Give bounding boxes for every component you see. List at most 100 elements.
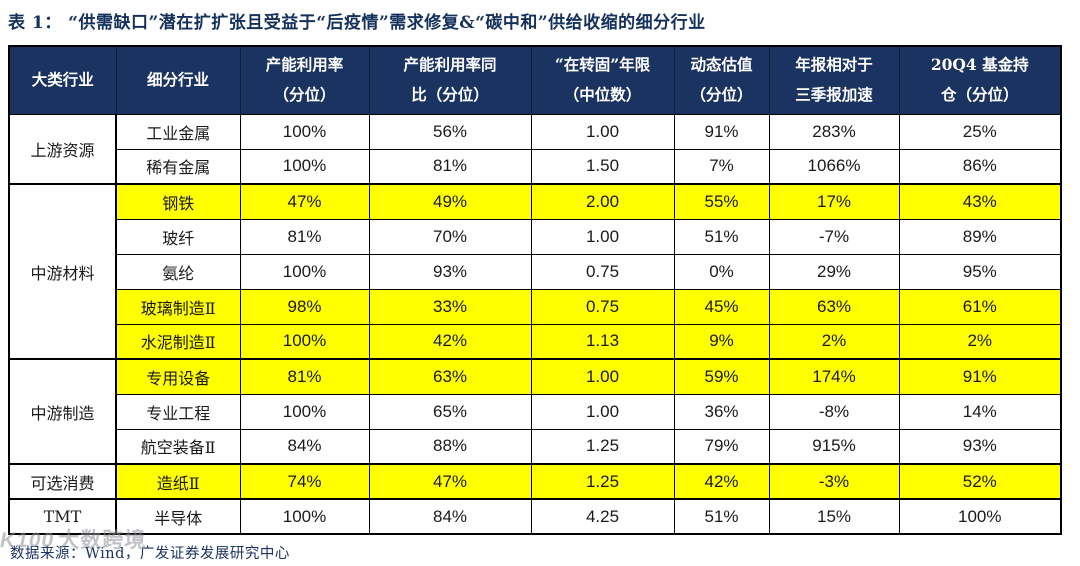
value-cell: 1.00 (530, 358, 675, 395)
table-row: 航空装备Ⅱ 84% 88% 1.25 79% 915% 93% (9, 428, 1062, 465)
value-cell: 81% (368, 148, 532, 185)
value-cell: 81% (239, 358, 370, 395)
value-cell: 36% (673, 393, 770, 430)
table-row: 氨纶 100% 93% 0.75 0% 29% 95% (9, 253, 1062, 290)
value-cell: 55% (673, 183, 770, 220)
sub-industry-cell: 玻璃制造Ⅱ (115, 288, 241, 325)
table-row: 水泥制造Ⅱ 100% 42% 1.13 9% 2% 2% (9, 323, 1062, 360)
sub-industry-cell: 工业金属 (115, 113, 241, 150)
value-cell: 51% (673, 498, 770, 535)
sub-industry-cell: 专用设备 (115, 358, 241, 395)
value-cell: 51% (673, 218, 770, 255)
value-cell: 29% (768, 253, 900, 290)
value-cell: 0% (673, 253, 770, 290)
table-row: 稀有金属 100% 81% 1.50 7% 1066% 86% (9, 148, 1062, 185)
value-cell: 86% (898, 148, 1062, 185)
value-cell: 1.25 (530, 463, 675, 500)
value-cell: 17% (768, 183, 900, 220)
value-cell: 88% (368, 428, 532, 465)
value-cell: 174% (768, 358, 900, 395)
sub-industry-cell: 造纸Ⅱ (115, 463, 241, 500)
value-cell: 63% (768, 288, 900, 325)
value-cell: 0.75 (530, 253, 675, 290)
value-cell: 100% (898, 498, 1062, 535)
value-cell: 283% (768, 113, 900, 150)
value-cell: 63% (368, 358, 532, 395)
table-row: 上游资源 工业金属 100% 56% 1.00 91% 283% 25% (8, 113, 1062, 185)
header-conversion-years: “在转固”年限 （中位数） (530, 45, 675, 115)
header-capacity-utilization: 产能利用率 （分位） (239, 45, 370, 115)
value-cell: 59% (673, 358, 770, 395)
major-industry-cell: 可选消费 (8, 463, 117, 500)
table-row: 中游制造 专用设备 81% 63% 1.00 59% 174% 91% (8, 358, 1062, 465)
value-cell: 65% (368, 393, 532, 430)
table-row: 可选消费 造纸Ⅱ 74% 47% 1.25 42% -3% 52% (8, 463, 1062, 500)
table-row: 中游材料 钢铁 47% 49% 2.00 55% 17% 43% (8, 183, 1062, 360)
value-cell: 2% (898, 323, 1062, 360)
value-cell: 89% (898, 218, 1062, 255)
value-cell: 93% (898, 428, 1062, 465)
value-cell: 7% (673, 148, 770, 185)
value-cell: 45% (673, 288, 770, 325)
value-cell: -7% (768, 218, 900, 255)
value-cell: 1.00 (530, 218, 675, 255)
sub-industry-cell: 钢铁 (115, 183, 241, 220)
value-cell: 1.00 (530, 393, 675, 430)
header-annual-vs-q3: 年报相对于 三季报加速 (768, 45, 900, 115)
sub-industry-cell: 玻纤 (115, 218, 241, 255)
value-cell: 84% (368, 498, 532, 535)
sub-industry-cell: 氨纶 (115, 253, 241, 290)
industry-table: 大类行业 细分行业 产能利用率 （分位） 产能利用率同 比（分位） “在转固”年… (8, 45, 1062, 535)
header-row: 大类行业 细分行业 产能利用率 （分位） 产能利用率同 比（分位） “在转固”年… (8, 45, 1062, 115)
table-row: 玻璃制造Ⅱ 98% 33% 0.75 45% 63% 61% (9, 288, 1062, 325)
value-cell: 15% (768, 498, 900, 535)
value-cell: 95% (898, 253, 1062, 290)
value-cell: 1066% (768, 148, 900, 185)
value-cell: 2.00 (530, 183, 675, 220)
value-cell: 49% (368, 183, 532, 220)
table-row: 专业工程 100% 65% 1.00 36% -8% 14% (9, 393, 1062, 430)
sub-industry-cell: 水泥制造Ⅱ (115, 323, 241, 360)
sub-industry-cell: 专业工程 (115, 393, 241, 430)
header-dynamic-valuation: 动态估值 （分位） (673, 45, 770, 115)
value-cell: 915% (768, 428, 900, 465)
header-major-industry: 大类行业 (8, 45, 117, 115)
value-cell: 47% (239, 183, 370, 220)
header-sub-industry: 细分行业 (115, 45, 241, 115)
value-cell: 79% (673, 428, 770, 465)
value-cell: 1.13 (530, 323, 675, 360)
value-cell: 1.00 (530, 113, 675, 150)
value-cell: 100% (239, 323, 370, 360)
value-cell: 4.25 (530, 498, 675, 535)
value-cell: 33% (368, 288, 532, 325)
value-cell: 93% (368, 253, 532, 290)
table-row: TMT 半导体 100% 84% 4.25 51% 15% 100% (8, 498, 1062, 535)
value-cell: 91% (898, 358, 1062, 395)
value-cell: 43% (898, 183, 1062, 220)
value-cell: 14% (898, 393, 1062, 430)
value-cell: 91% (673, 113, 770, 150)
value-cell: 42% (673, 463, 770, 500)
table-row: 玻纤 81% 70% 1.00 51% -7% 89% (9, 218, 1062, 255)
header-fund-holding: 20Q4 基金持 仓（分位） (898, 45, 1062, 115)
table-title: 表 1： “供需缺口”潜在扩扩张且受益于“后疫情”需求修复&“碳中和”供给收缩的… (8, 13, 706, 33)
value-cell: 100% (239, 148, 370, 185)
value-cell: 84% (239, 428, 370, 465)
value-cell: -3% (768, 463, 900, 500)
major-industry-cell: 中游制造 (8, 358, 117, 465)
value-cell: 100% (239, 253, 370, 290)
sub-industry-cell: 稀有金属 (115, 148, 241, 185)
value-cell: 100% (239, 113, 370, 150)
value-cell: 56% (368, 113, 532, 150)
table-header: 大类行业 细分行业 产能利用率 （分位） 产能利用率同 比（分位） “在转固”年… (8, 45, 1062, 115)
value-cell: 70% (368, 218, 532, 255)
table-body: 上游资源 工业金属 100% 56% 1.00 91% 283% 25% 稀有金属 100% 81%… (8, 113, 1062, 535)
value-cell: 52% (898, 463, 1062, 500)
value-cell: 74% (239, 463, 370, 500)
header-capacity-utilization-yoy: 产能利用率同 比（分位） (368, 45, 532, 115)
value-cell: -8% (768, 393, 900, 430)
major-industry-cell: 中游材料 (8, 183, 117, 360)
value-cell: 9% (673, 323, 770, 360)
value-cell: 61% (898, 288, 1062, 325)
value-cell: 0.75 (530, 288, 675, 325)
